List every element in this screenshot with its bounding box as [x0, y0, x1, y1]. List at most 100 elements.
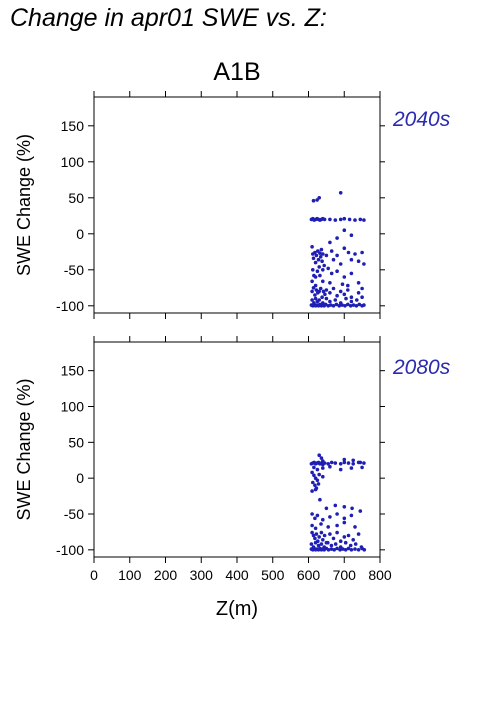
- y-tick-label: 150: [61, 363, 85, 379]
- data-point: [355, 298, 359, 302]
- data-point: [340, 282, 345, 287]
- y-tick-label: -50: [64, 506, 84, 522]
- data-point: [333, 461, 338, 465]
- data-point: [312, 465, 316, 470]
- data-point: [321, 517, 325, 522]
- data-point: [310, 279, 314, 284]
- data-point: [331, 536, 336, 541]
- data-point: [351, 462, 356, 466]
- data-point: [310, 245, 314, 249]
- data-point: [335, 236, 339, 240]
- y-tick-label: -100: [56, 298, 84, 314]
- data-point: [324, 288, 329, 292]
- data-point: [353, 525, 357, 529]
- y-axis-label: SWE Change (%): [14, 134, 34, 276]
- data-point: [360, 465, 364, 470]
- data-point: [343, 304, 347, 308]
- data-point: [346, 461, 351, 465]
- data-point: [360, 295, 364, 300]
- data-point: [321, 289, 326, 294]
- data-point: [349, 295, 354, 300]
- data-point: [334, 302, 339, 307]
- data-point: [356, 291, 361, 295]
- data-point: [310, 298, 314, 302]
- data-point: [354, 304, 359, 308]
- data-point: [315, 269, 320, 274]
- data-point: [310, 512, 314, 516]
- data-point: [331, 257, 336, 262]
- data-point: [313, 516, 317, 521]
- data-point: [322, 217, 327, 222]
- data-point: [311, 268, 315, 272]
- data-point: [324, 296, 329, 301]
- data-point: [319, 530, 324, 535]
- data-point: [317, 298, 322, 302]
- data-point: [328, 532, 332, 536]
- data-point: [316, 543, 321, 548]
- data-point: [351, 458, 356, 463]
- data-point: [324, 253, 329, 258]
- panel-2080s: -100 -50 0 50 100 150 0 100 200 300 400 500 600 700 80…: [14, 336, 451, 620]
- data-point: [360, 286, 364, 291]
- data-point: [333, 542, 338, 546]
- data-point: [335, 269, 339, 274]
- data-point: [318, 497, 322, 502]
- data-point: [318, 273, 322, 278]
- data-point: [362, 461, 366, 465]
- data-point: [317, 535, 322, 539]
- data-point: [322, 461, 327, 465]
- data-point: [338, 289, 343, 294]
- data-point: [321, 279, 325, 284]
- data-point: [343, 548, 348, 552]
- data-point: [318, 254, 323, 259]
- data-point: [356, 548, 361, 552]
- data-point: [348, 304, 353, 308]
- data-point: [315, 513, 320, 518]
- data-point: [338, 539, 343, 543]
- data-point: [314, 253, 319, 258]
- data-point: [316, 482, 321, 486]
- data-point: [319, 522, 323, 526]
- data-point: [313, 540, 318, 545]
- data-point: [319, 456, 324, 460]
- data-point: [317, 472, 322, 477]
- data-point: [335, 293, 339, 298]
- data-point: [329, 271, 334, 276]
- data-point: [323, 292, 327, 297]
- data-point: [349, 548, 354, 552]
- y-tick-label: 150: [61, 118, 85, 134]
- data-point: [347, 217, 352, 222]
- data-point: [328, 515, 332, 519]
- data-point: [344, 296, 348, 301]
- data-point: [353, 547, 357, 551]
- data-point: [329, 460, 334, 465]
- data-point: [331, 304, 336, 308]
- scenario-title: A1B: [213, 58, 260, 86]
- y-tick-label: 100: [61, 399, 85, 415]
- data-point: [346, 546, 351, 551]
- data-point: [315, 467, 320, 472]
- x-tick-label: 0: [90, 567, 98, 583]
- data-point: [328, 240, 332, 245]
- data-point: [356, 259, 361, 264]
- y-tick-label: -100: [56, 542, 84, 558]
- x-tick-label: 700: [333, 567, 357, 583]
- data-point: [351, 538, 356, 542]
- data-point: [340, 303, 344, 307]
- data-point: [317, 453, 322, 458]
- y-axis-label: SWE Change (%): [14, 378, 34, 520]
- data-point: [342, 505, 347, 509]
- data-point: [321, 268, 325, 272]
- data-point: [335, 253, 339, 258]
- data-point: [321, 252, 325, 256]
- data-point: [362, 303, 366, 307]
- data-point: [357, 302, 362, 307]
- data-point: [338, 548, 342, 552]
- data-point: [333, 218, 338, 222]
- data-point: [335, 546, 339, 551]
- data-point: [311, 256, 316, 261]
- x-tick-label: 200: [154, 567, 178, 583]
- data-point: [315, 478, 320, 483]
- data-point: [346, 250, 351, 255]
- data-point: [356, 281, 361, 285]
